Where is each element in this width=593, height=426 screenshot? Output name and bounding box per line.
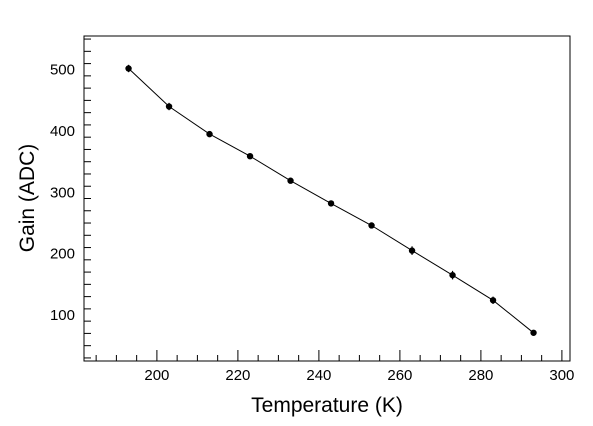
data-point: [327, 200, 335, 207]
y-tick-label: 500: [50, 62, 75, 79]
plot-frame: [83, 35, 571, 362]
y-tick-label: 200: [50, 246, 75, 263]
y-axis: 100 200 300 400 500: [50, 38, 91, 359]
y-tick-label: 400: [50, 123, 75, 140]
x-tick-label: 300: [549, 367, 574, 384]
data-point: [368, 222, 375, 229]
data-point: [408, 247, 416, 254]
x-axis: 200 220 240 260 280 300: [95, 350, 574, 384]
x-tick-label: 240: [306, 367, 331, 384]
data-point: [530, 329, 537, 336]
data-series: [125, 64, 537, 336]
y-axis-title: Gain (ADC): [16, 144, 39, 253]
x-tick-label: 200: [144, 367, 169, 384]
data-point: [125, 65, 132, 72]
data-point: [489, 297, 497, 304]
x-tick-label: 260: [387, 367, 412, 384]
y-tick-label: 100: [50, 307, 75, 324]
data-point: [449, 271, 456, 279]
data-point: [287, 177, 294, 184]
x-axis-title: Temperature (K): [251, 394, 403, 417]
x-tick-label: 280: [468, 367, 493, 384]
data-point: [246, 152, 254, 160]
y-tick-label: 300: [50, 184, 75, 201]
x-tick-label: 220: [225, 367, 250, 384]
data-point: [206, 130, 213, 138]
data-point: [165, 103, 173, 110]
